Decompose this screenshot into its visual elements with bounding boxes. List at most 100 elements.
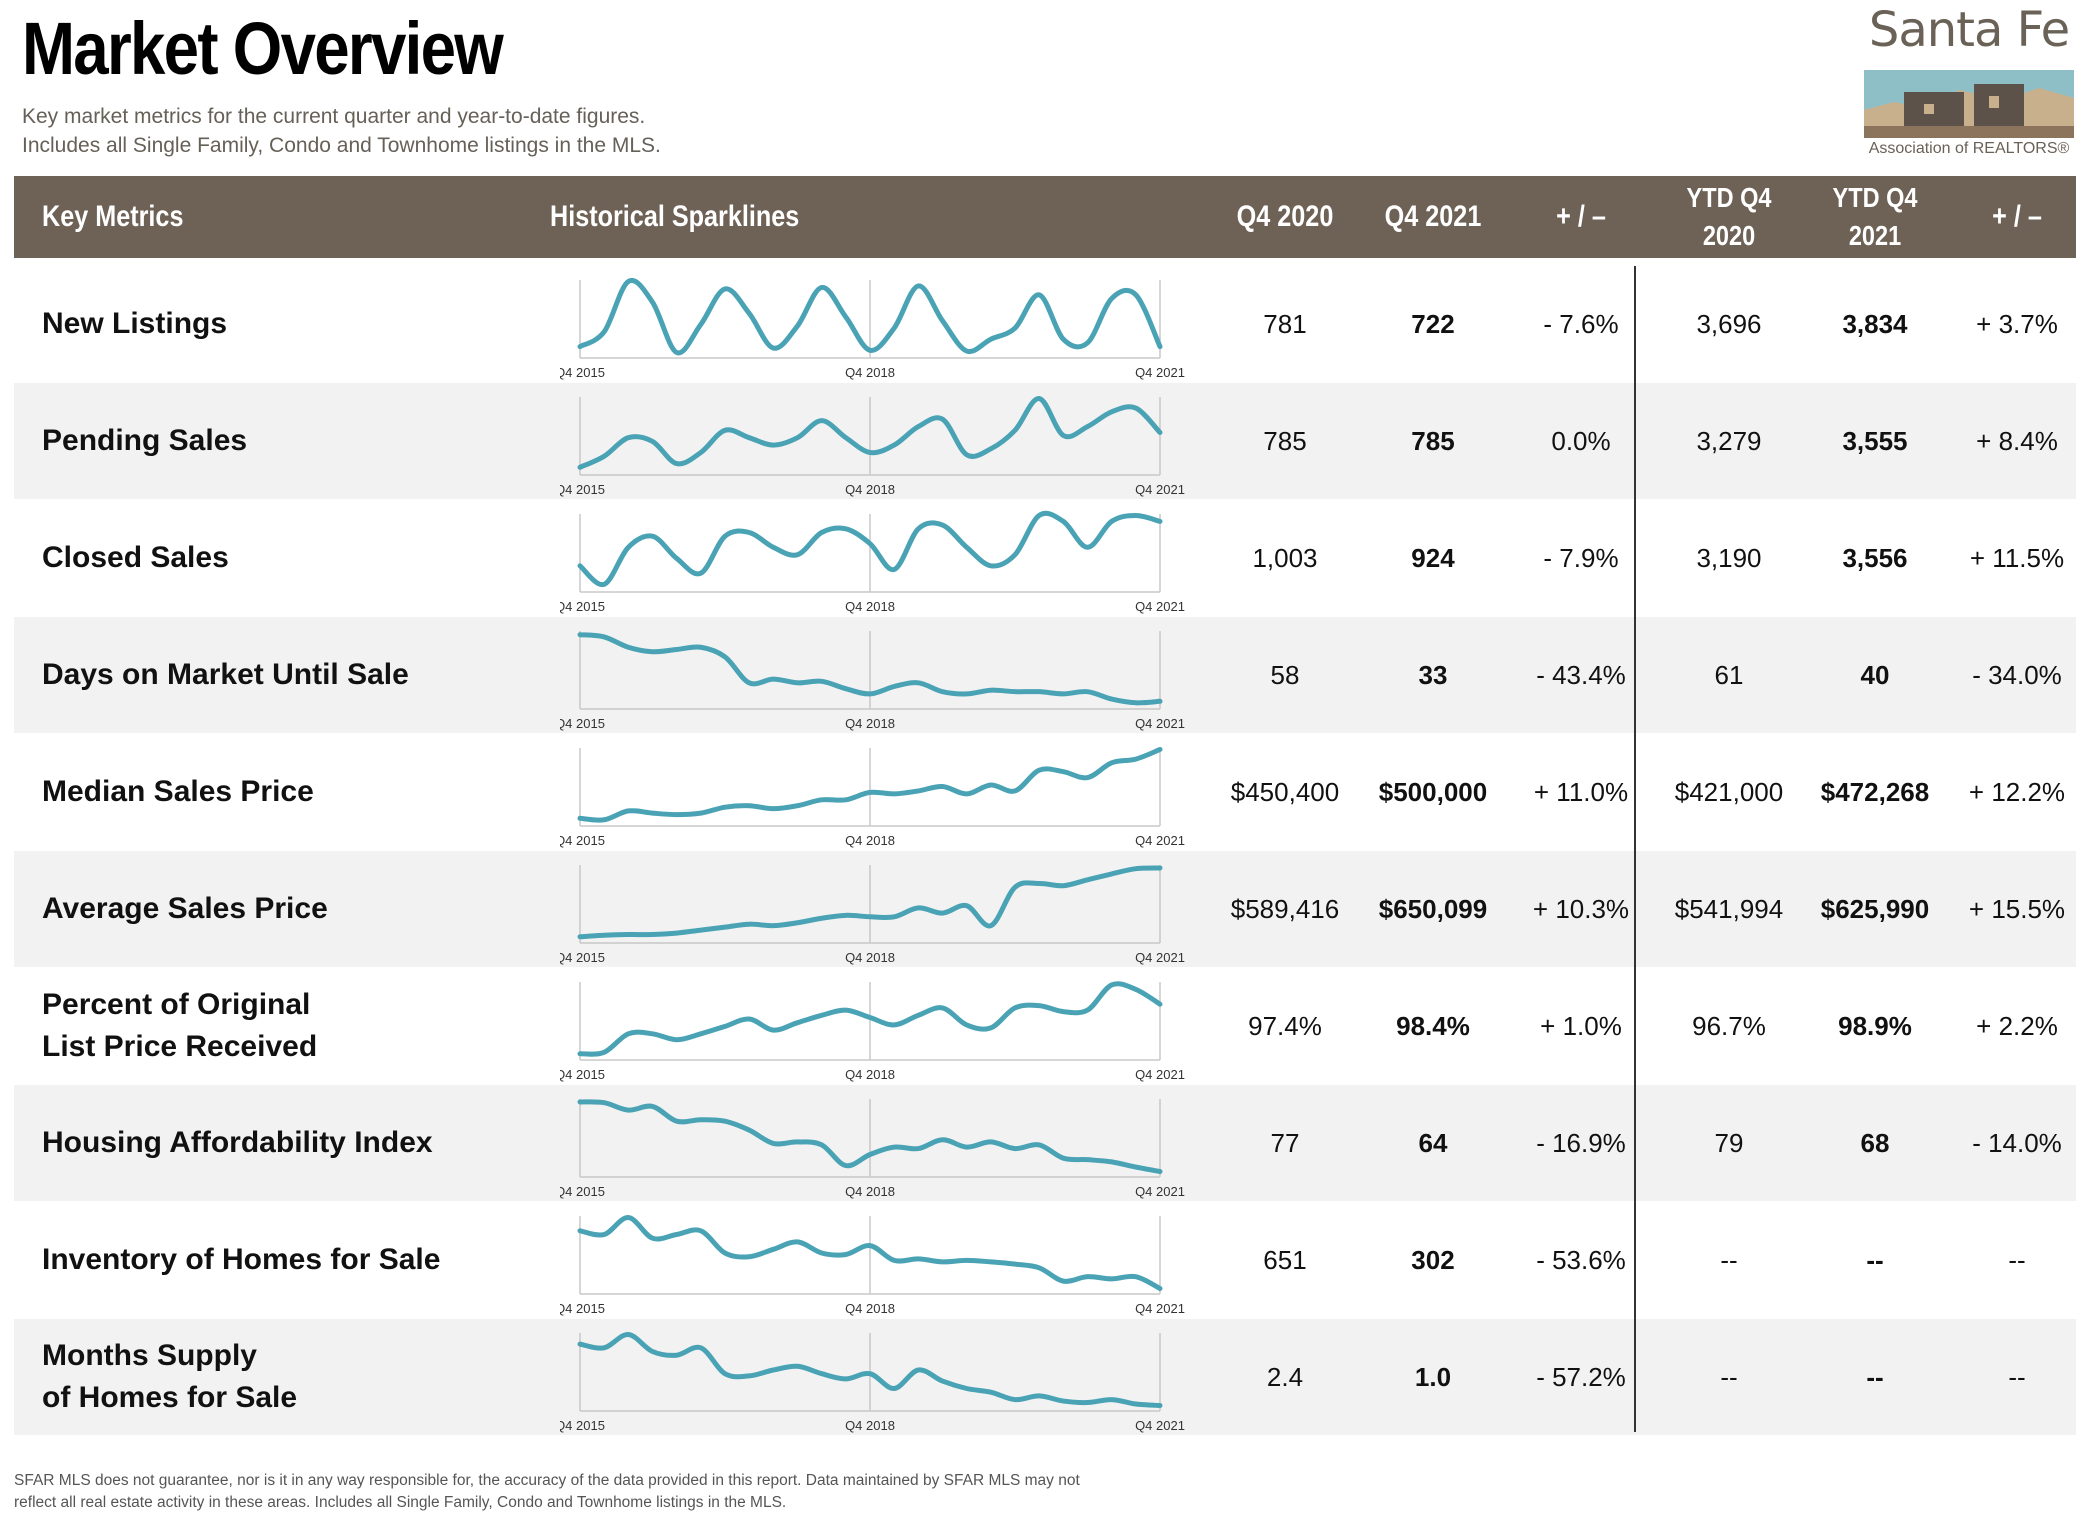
column-header-ytd-change: + / – <box>1992 200 2042 233</box>
sparkline-tick-label: Q4 2021 <box>1135 1184 1185 1199</box>
cell-q4-2021: 33 <box>1418 660 1448 690</box>
cell-ytd-2020: 96.7% <box>1692 1011 1766 1041</box>
table-row: Inventory of Homes for Sale Q4 2015 Q4 201… <box>14 1202 2076 1318</box>
sparkline-tick-label: Q4 2018 <box>845 950 895 965</box>
cell-change: - 43.4% <box>1536 660 1626 690</box>
cell-change: - 16.9% <box>1536 1128 1626 1158</box>
column-header-key-metrics: Key Metrics <box>42 200 184 233</box>
sparkline-tick-label: Q4 2015 <box>560 1067 605 1082</box>
cell-q4-2020: 2.4 <box>1266 1362 1304 1392</box>
sparkline-tick-label: Q4 2015 <box>560 833 605 848</box>
sparkline-tick-label: Q4 2021 <box>1135 950 1185 965</box>
cell-q4-2020: 58 <box>1270 660 1300 690</box>
sparkline: Q4 2015 Q4 2018 Q4 2021 <box>560 1099 1185 1199</box>
sparkline-tick-label: Q4 2018 <box>845 1067 895 1082</box>
cell-change: + 11.0% <box>1533 777 1629 807</box>
metric-name: Pending Sales <box>42 424 248 457</box>
sparkline-series <box>577 510 1163 588</box>
cell-ytd-2021: 3,555 <box>1842 426 1908 456</box>
column-header-q4-2020: Q4 2020 <box>1236 200 1334 233</box>
cell-ytd-change: + 11.5% <box>1969 543 2065 573</box>
cell-q4-2021: 785 <box>1411 426 1455 456</box>
metric-name: Median Sales Price <box>42 775 314 808</box>
cell-ytd-change: - 14.0% <box>1972 1128 2062 1158</box>
sparkline-series <box>577 1099 1163 1175</box>
page-title: Market Overview <box>22 7 504 90</box>
column-header-change: + / – <box>1556 200 1606 233</box>
metric-name: New Listings <box>42 307 228 340</box>
association-logo: Santa Fe Association of REALTORS® <box>1864 2 2074 162</box>
cell-q4-2021: $500,000 <box>1378 777 1488 807</box>
column-header-ytd-2021-line-2: 2021 <box>1848 220 1902 251</box>
sparkline-tick-label: Q4 2015 <box>560 599 605 614</box>
cell-q4-2020: 651 <box>1263 1245 1307 1275</box>
sparkline-series <box>577 278 1163 356</box>
column-header-q4-2021: Q4 2021 <box>1384 200 1482 233</box>
sparkline-tick-label: Q4 2018 <box>845 365 895 380</box>
table-row: Closed Sales Q4 2015 Q4 2018 Q4 2021 1,003 92… <box>14 500 2076 616</box>
cell-change: - 53.6% <box>1536 1245 1626 1275</box>
logo-name: Santa Fe <box>1868 2 2070 58</box>
cell-ytd-2021: 68 <box>1860 1128 1890 1158</box>
cell-ytd-2021: 40 <box>1860 660 1890 690</box>
table-row: Average Sales Price Q4 2015 Q4 2018 Q4 2021… <box>14 851 2076 967</box>
sparkline-tick-label: Q4 2015 <box>560 1184 605 1199</box>
sparkline: Q4 2015 Q4 2018 Q4 2021 <box>560 395 1185 497</box>
cell-ytd-2020: 3,696 <box>1696 309 1762 339</box>
sparkline-tick-label: Q4 2015 <box>560 950 605 965</box>
sparkline-tick-label: Q4 2015 <box>560 1301 605 1316</box>
sparkline-tick-label: Q4 2021 <box>1135 833 1185 848</box>
cell-q4-2021: 64 <box>1418 1128 1448 1158</box>
sparkline-tick-label: Q4 2018 <box>845 716 895 731</box>
metric-name: Days on Market Until Sale <box>42 658 409 691</box>
cell-change: + 10.3% <box>1532 894 1630 924</box>
metric-name: Months Supply of Homes for Sale <box>42 1339 298 1414</box>
column-header-ytd-2021: YTD Q4 2021 <box>1812 179 1938 255</box>
sparkline: Q4 2015 Q4 2018 Q4 2021 <box>560 631 1185 731</box>
sparkline-tick-label: Q4 2018 <box>845 1301 895 1316</box>
sparkline-series <box>577 1331 1163 1409</box>
cell-ytd-2021: 3,556 <box>1842 543 1908 573</box>
cell-change: - 7.9% <box>1543 543 1619 573</box>
page-subtitle-line-2: Includes all Single Family, Condo and To… <box>22 134 661 157</box>
sparkline-tick-label: Q4 2015 <box>560 482 605 497</box>
sparkline-tick-label: Q4 2021 <box>1135 1301 1185 1316</box>
cell-q4-2020: 781 <box>1263 309 1307 339</box>
cell-q4-2020: $450,400 <box>1230 777 1340 807</box>
cell-q4-2021: 302 <box>1411 1245 1455 1275</box>
disclaimer-text: SFAR MLS does not guarantee, nor is it i… <box>14 1472 1080 1511</box>
cell-q4-2020: 785 <box>1263 426 1307 456</box>
cell-ytd-2021: -- <box>1866 1245 1884 1275</box>
cell-change: 0.0% <box>1551 426 1611 456</box>
sparkline-tick-label: Q4 2015 <box>560 365 605 380</box>
column-header-ytd-2020-line-1: YTD Q4 <box>1686 182 1772 213</box>
cell-ytd-2020: 3,190 <box>1696 543 1762 573</box>
logo-subtitle: Association of REALTORS® <box>1868 140 2070 157</box>
metric-name: Average Sales Price <box>42 892 328 925</box>
metric-name: Closed Sales <box>42 541 229 574</box>
sparkline-tick-label: Q4 2018 <box>845 1418 895 1433</box>
metric-name: Inventory of Homes for Sale <box>42 1243 441 1276</box>
cell-q4-2021: 722 <box>1411 309 1455 339</box>
sparkline-tick-label: Q4 2018 <box>845 482 895 497</box>
table-row: Percent of Original List Price Received Q… <box>14 968 2076 1084</box>
sparkline-tick-label: Q4 2021 <box>1135 1067 1185 1082</box>
sparkline: Q4 2015 Q4 2018 Q4 2021 <box>560 1214 1185 1316</box>
cell-ytd-2021: $625,990 <box>1820 894 1930 924</box>
cell-ytd-2020: $541,994 <box>1674 894 1784 924</box>
sparkline-tick-label: Q4 2015 <box>560 1418 605 1433</box>
sparkline: Q4 2015 Q4 2018 Q4 2021 <box>560 510 1185 614</box>
sparkline-tick-label: Q4 2015 <box>560 716 605 731</box>
column-header-sparklines: Historical Sparklines <box>550 200 800 233</box>
adobe-building-icon <box>1864 70 2074 138</box>
sparkline-series <box>577 865 1163 940</box>
cell-ytd-2021: 3,834 <box>1842 309 1908 339</box>
cell-ytd-2020: 3,279 <box>1696 426 1762 456</box>
cell-ytd-change: -- <box>2008 1362 2026 1392</box>
cell-ytd-change: + 3.7% <box>1976 309 2058 339</box>
sparkline-tick-label: Q4 2021 <box>1135 365 1185 380</box>
cell-q4-2020: 77 <box>1270 1128 1300 1158</box>
cell-q4-2021: 1.0 <box>1414 1362 1452 1392</box>
metric-name: Percent of Original List Price Received <box>42 988 318 1063</box>
sparkline: Q4 2015 Q4 2018 Q4 2021 <box>560 981 1185 1082</box>
